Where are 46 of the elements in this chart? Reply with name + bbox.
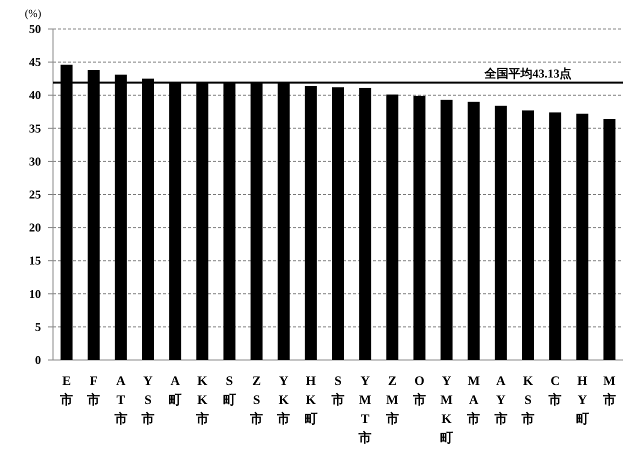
y-tick-label: 30 (29, 154, 41, 168)
x-tick-label: M市 (602, 373, 616, 407)
x-tick-label: F市 (86, 373, 100, 407)
x-tick-label: ZM市 (384, 373, 399, 426)
bar (359, 88, 372, 360)
bar (494, 106, 507, 360)
x-tick-label: YS市 (140, 373, 154, 426)
bar (576, 114, 588, 360)
y-axis-title: (%) (24, 8, 42, 20)
bar (440, 100, 453, 360)
x-tick-label: A町 (168, 373, 182, 407)
x-tick-label: ZS市 (249, 373, 264, 426)
bar (522, 110, 534, 360)
y-tick-label: 50 (29, 22, 41, 36)
y-tick-label: 35 (29, 121, 41, 136)
y-tick-label: 15 (29, 254, 41, 268)
y-tick-label: 0 (35, 353, 41, 367)
x-tick-label: HY町 (576, 373, 589, 426)
x-tick-label: HK町 (304, 373, 318, 426)
bar (549, 112, 562, 360)
x-tick-label: YMT市 (358, 373, 372, 445)
x-tick-label: MA市 (466, 373, 480, 426)
bar (413, 96, 426, 360)
y-tick-label: 45 (29, 55, 41, 70)
y-tick-label: 5 (35, 320, 41, 334)
x-tick-label: O市 (412, 373, 426, 407)
x-tick-label: AT市 (113, 373, 128, 426)
x-tick-label: YMK町 (440, 373, 454, 445)
y-tick-label: 40 (29, 88, 41, 102)
y-tick-label: 20 (29, 220, 41, 235)
y-tick-label: 10 (29, 286, 41, 301)
bar (603, 119, 616, 360)
bar (304, 86, 317, 360)
x-tick-label: KS市 (520, 373, 534, 426)
x-tick-label: S市 (330, 373, 344, 407)
x-tick-label: E市 (59, 373, 74, 407)
bar (386, 94, 398, 360)
y-tick-label: 25 (29, 188, 41, 202)
x-tick-label: S町 (222, 373, 236, 407)
ref-line-label: 全国平均43.13点 (484, 66, 572, 81)
x-tick-label: AY市 (493, 373, 508, 426)
bar (332, 87, 344, 360)
x-tick-label: C市 (548, 373, 562, 407)
x-tick-label: KK市 (194, 373, 209, 426)
bar (468, 102, 480, 360)
x-tick-label: YK市 (276, 373, 290, 426)
